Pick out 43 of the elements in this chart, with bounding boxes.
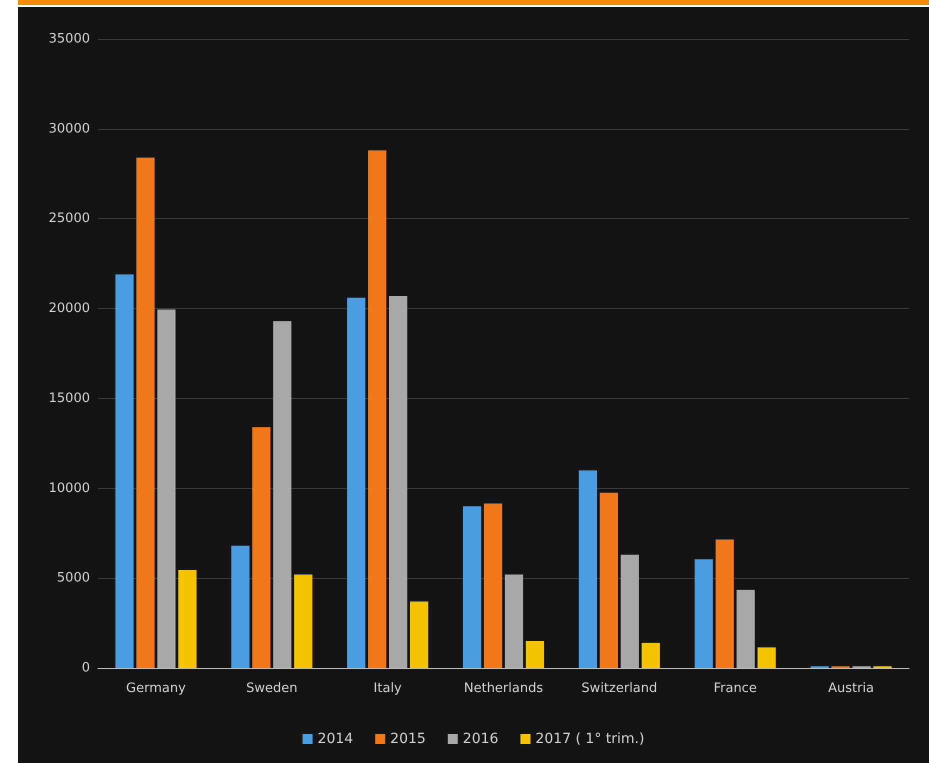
bar bbox=[716, 540, 734, 668]
legend-label: 2017 ( 1° trim.) bbox=[535, 731, 644, 747]
bar bbox=[389, 296, 408, 668]
bar bbox=[368, 150, 386, 668]
legend-label: 2014 bbox=[318, 731, 354, 747]
x-tick-label: Switzerland bbox=[581, 681, 658, 696]
bar bbox=[484, 504, 502, 668]
y-tick-label: 20000 bbox=[48, 301, 90, 316]
x-tick-label: Germany bbox=[126, 681, 186, 696]
y-tick-label: 25000 bbox=[48, 211, 90, 226]
bar bbox=[526, 641, 544, 668]
bar bbox=[136, 158, 155, 668]
y-tick-label: 0 bbox=[82, 660, 90, 676]
bar bbox=[620, 554, 639, 668]
bar bbox=[736, 590, 755, 668]
bar bbox=[578, 470, 598, 668]
x-tick-label: Netherlands bbox=[464, 681, 544, 696]
bar bbox=[347, 298, 366, 668]
bar bbox=[600, 492, 618, 668]
y-tick-label: 5000 bbox=[56, 570, 90, 586]
y-tick-label: 10000 bbox=[48, 480, 90, 496]
bar bbox=[410, 602, 428, 668]
bar bbox=[694, 559, 713, 668]
y-tick-label: 15000 bbox=[48, 390, 90, 406]
bar bbox=[504, 574, 524, 668]
x-tick-label: France bbox=[714, 681, 757, 696]
bar bbox=[178, 570, 196, 668]
legend-label: 2015 bbox=[390, 731, 426, 747]
bar bbox=[462, 506, 482, 668]
bar bbox=[115, 274, 134, 668]
x-tick-label: Sweden bbox=[246, 681, 298, 696]
bar bbox=[294, 574, 312, 668]
bar bbox=[231, 546, 250, 668]
bar bbox=[273, 321, 292, 668]
y-tick-label: 30000 bbox=[48, 121, 90, 136]
bar bbox=[252, 427, 270, 668]
bar bbox=[157, 309, 176, 668]
bar bbox=[758, 647, 776, 668]
x-tick-label: Austria bbox=[828, 681, 874, 696]
legend-label: 2016 bbox=[462, 731, 499, 747]
bar bbox=[642, 642, 660, 668]
y-tick-label: 35000 bbox=[48, 32, 90, 46]
x-tick-label: Italy bbox=[374, 681, 402, 696]
